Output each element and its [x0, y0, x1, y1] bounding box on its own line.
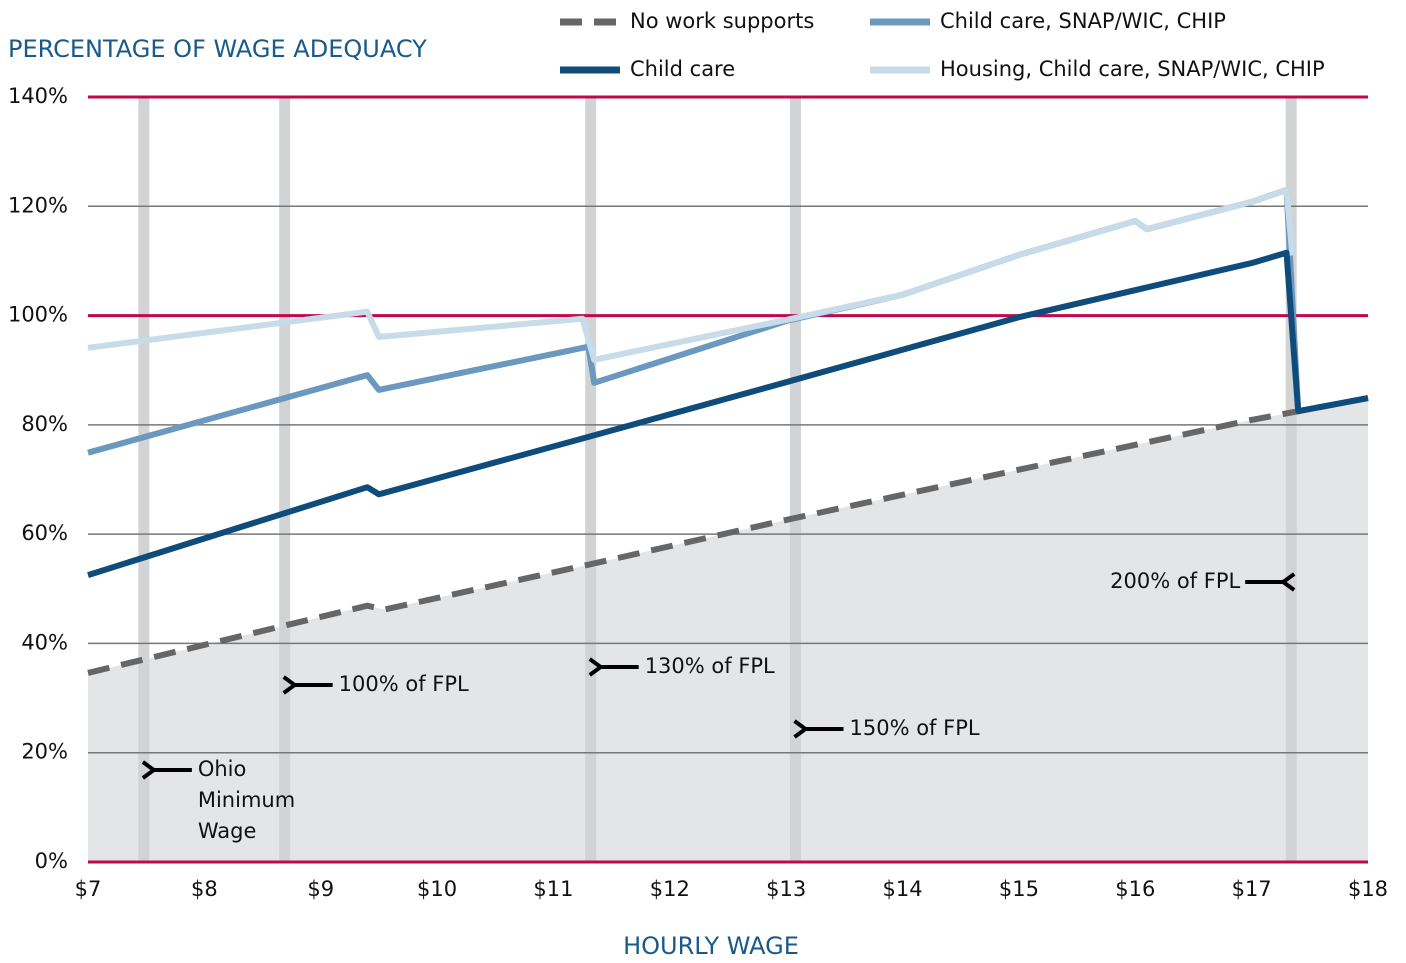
x-tick-label: $18: [1348, 877, 1388, 901]
y-tick-label: 0%: [35, 849, 68, 873]
line-series: [87, 249, 1369, 578]
legend-label: Housing, Child care, SNAP/WIC, CHIP: [940, 57, 1325, 81]
x-tick-label: $10: [417, 877, 457, 901]
arrow: [793, 719, 844, 739]
line-series: [87, 186, 1296, 363]
y-tick-label: 60%: [21, 521, 68, 545]
marker-label: Wage: [198, 819, 257, 843]
marker-label: Ohio: [198, 757, 247, 781]
marker-label: 100% of FPL: [339, 672, 469, 696]
x-tick-label: $14: [882, 877, 922, 901]
arrow: [1245, 572, 1296, 592]
y-tick-label: 20%: [21, 740, 68, 764]
y-tick-label: 120%: [8, 193, 68, 217]
arrow: [141, 760, 192, 780]
y-tick-label: 40%: [21, 630, 68, 654]
marker-label: 200% of FPL: [1110, 569, 1240, 593]
x-tick-label: $15: [999, 877, 1039, 901]
x-axis-title: HOURLY WAGE: [623, 932, 799, 960]
x-tick-label: $16: [1115, 877, 1155, 901]
line-series: [87, 395, 1369, 676]
legend-label: No work supports: [630, 9, 814, 33]
x-tick-label: $13: [766, 877, 806, 901]
marker-label: Minimum: [198, 788, 295, 812]
shaded-area: [88, 398, 1368, 862]
y-tick-label: 140%: [8, 84, 68, 108]
x-tick-label: $8: [191, 877, 218, 901]
arrow: [588, 657, 639, 677]
legend-label: Child care: [630, 57, 735, 81]
legend-label: Child care, SNAP/WIC, CHIP: [940, 9, 1226, 33]
x-tick-label: $11: [533, 877, 573, 901]
x-tick-label: $17: [1232, 877, 1272, 901]
x-tick-label: $7: [75, 877, 102, 901]
x-tick-label: $9: [307, 877, 334, 901]
x-tick-label: $12: [650, 877, 690, 901]
y-tick-label: 100%: [8, 303, 68, 327]
marker-label: 130% of FPL: [645, 654, 775, 678]
y-tick-label: 80%: [21, 412, 68, 436]
marker-label: 150% of FPL: [849, 716, 979, 740]
arrow: [282, 675, 333, 695]
chart-title: PERCENTAGE OF WAGE ADEQUACY: [8, 35, 427, 63]
